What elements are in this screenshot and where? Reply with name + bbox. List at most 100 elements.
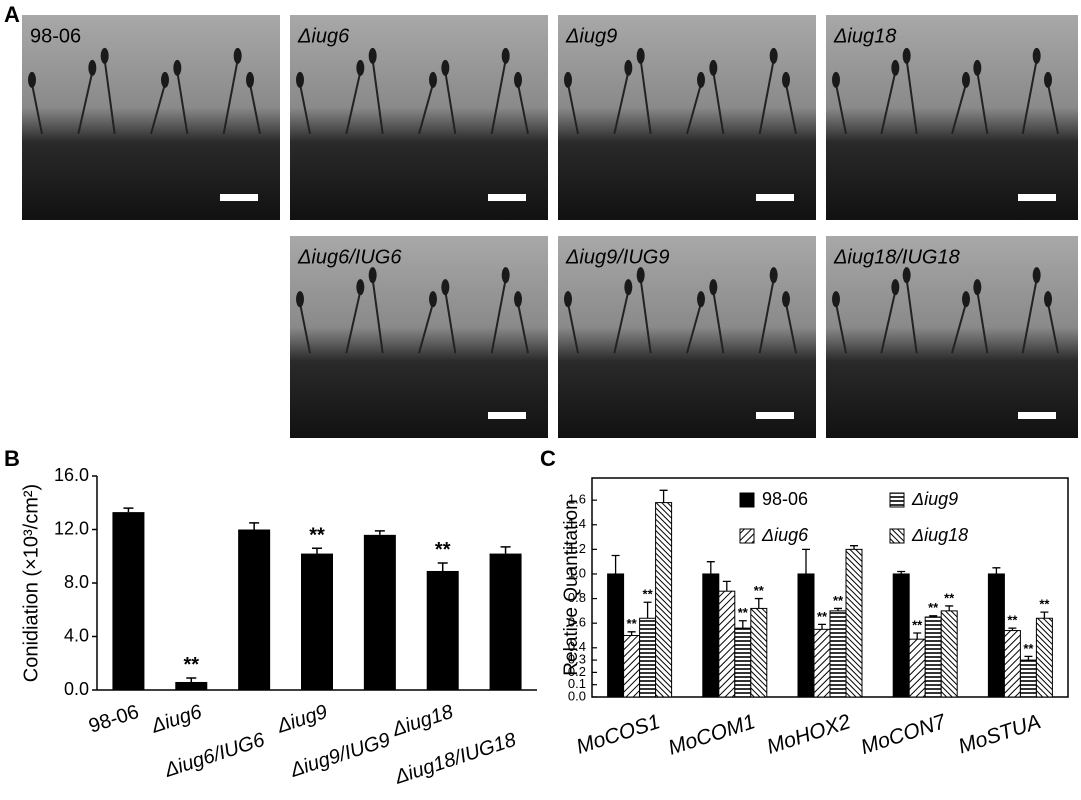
hypha xyxy=(418,302,434,354)
bar xyxy=(1003,630,1021,698)
conidium xyxy=(296,71,304,88)
hypha xyxy=(758,278,775,354)
hypha xyxy=(176,71,189,135)
conidium xyxy=(782,291,790,308)
error-bar xyxy=(706,561,715,574)
error-bar xyxy=(611,554,620,574)
x-tick-label: MoCOS1 xyxy=(574,710,663,759)
error-bar xyxy=(312,547,322,554)
legend-label: Δiug9 xyxy=(911,489,958,509)
scale-bar xyxy=(488,412,526,419)
hypha xyxy=(490,59,507,135)
x-tick-label: Δiug9/IUG9 xyxy=(287,729,393,782)
significance: ** xyxy=(435,539,451,561)
hypha xyxy=(371,279,384,354)
conidium xyxy=(709,279,718,296)
bar xyxy=(363,534,396,690)
scale-bar xyxy=(756,194,794,201)
conidium xyxy=(514,71,522,88)
legend-swatch xyxy=(739,528,755,544)
hypha xyxy=(490,278,507,354)
image-label: Δiug9 xyxy=(565,25,617,47)
error-bar xyxy=(643,601,652,619)
conidium xyxy=(441,279,450,296)
bar xyxy=(301,553,333,690)
bar xyxy=(489,553,522,690)
conidium xyxy=(709,59,718,76)
conidium xyxy=(962,291,970,308)
conidium xyxy=(501,267,510,284)
image-label: Δiug6 xyxy=(297,25,350,47)
hypha xyxy=(905,279,918,354)
bar xyxy=(845,548,863,698)
hypha xyxy=(951,302,967,354)
image-label: Δiug18 xyxy=(833,25,896,47)
legend-label: Δiug6 xyxy=(761,525,809,545)
bar xyxy=(1019,659,1037,698)
conidium xyxy=(100,47,109,64)
conidium xyxy=(564,71,572,88)
error-bar xyxy=(123,507,134,513)
significance: ** xyxy=(643,587,654,602)
hypha xyxy=(785,83,797,135)
hypha xyxy=(567,302,579,354)
hypha xyxy=(785,302,797,354)
image-label: Δiug18/IUG18 xyxy=(833,246,960,268)
hypha xyxy=(712,291,725,354)
error-bar xyxy=(802,548,810,574)
conidium xyxy=(902,267,911,284)
image-label: Δiug6/IUG6 xyxy=(297,246,402,268)
conidium xyxy=(173,59,182,76)
error-bar xyxy=(249,522,260,530)
bar xyxy=(734,627,752,698)
x-tick-label: MoHOX2 xyxy=(764,710,854,759)
bar xyxy=(797,573,815,698)
hypha xyxy=(249,83,261,135)
error-bar xyxy=(897,570,906,574)
bar xyxy=(655,502,673,698)
scale-bar xyxy=(220,194,258,201)
significance: ** xyxy=(928,600,939,615)
hypha xyxy=(299,83,311,135)
conidium xyxy=(769,47,778,64)
bar xyxy=(607,573,625,698)
error-bar xyxy=(722,580,731,592)
hypha xyxy=(905,59,918,135)
error-bar xyxy=(627,631,636,636)
legend-label: 98-06 xyxy=(762,489,808,509)
y-tick-label: 0.3 xyxy=(568,652,586,667)
hypha xyxy=(103,59,116,135)
error-bar xyxy=(913,632,922,640)
panel-label: B xyxy=(4,446,20,471)
bar xyxy=(718,590,736,698)
hypha xyxy=(299,302,311,354)
y-tick-label: 0.2 xyxy=(568,664,586,679)
hypha xyxy=(1047,302,1059,354)
conidium xyxy=(1032,267,1041,284)
y-tick-label: 0.0 xyxy=(64,679,89,699)
error-bar xyxy=(834,607,842,611)
y-tick-label: 0.8 xyxy=(568,590,586,605)
conidium xyxy=(769,267,778,284)
significance: ** xyxy=(1007,613,1018,628)
y-axis-label: Relative Quantitation xyxy=(561,499,582,675)
conidium xyxy=(1044,71,1052,88)
hypha xyxy=(517,83,529,135)
conidium xyxy=(973,59,982,76)
x-tick-label: MoCOM1 xyxy=(665,710,758,760)
hypha xyxy=(639,59,652,135)
scale-bar xyxy=(756,412,794,419)
hypha xyxy=(686,83,702,135)
bar xyxy=(924,616,942,698)
hypha xyxy=(976,71,989,135)
conidium xyxy=(624,279,633,296)
conidium xyxy=(1032,47,1041,64)
bar xyxy=(112,512,145,690)
y-tick-label: 0.1 xyxy=(568,676,586,691)
conidium xyxy=(624,59,633,76)
bar xyxy=(175,681,208,690)
significance: ** xyxy=(944,590,955,605)
conidium xyxy=(233,47,242,64)
hypha xyxy=(835,302,847,354)
